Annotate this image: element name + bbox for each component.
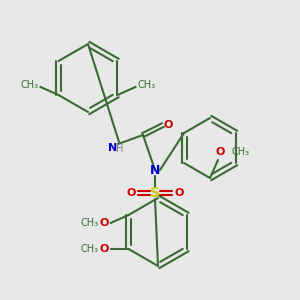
Text: O: O	[99, 244, 109, 254]
Text: O: O	[215, 147, 225, 157]
Text: CH₃: CH₃	[80, 218, 99, 228]
Text: CH₃: CH₃	[80, 244, 99, 254]
Text: CH₃: CH₃	[137, 80, 156, 90]
Text: CH₃: CH₃	[232, 147, 250, 157]
Text: H: H	[116, 144, 124, 154]
Text: CH₃: CH₃	[20, 80, 39, 90]
Text: O: O	[174, 188, 184, 198]
Text: N: N	[150, 164, 160, 176]
Text: O: O	[163, 120, 173, 130]
Text: O: O	[99, 218, 109, 228]
Text: O: O	[126, 188, 136, 198]
Text: N: N	[108, 143, 118, 153]
Text: S: S	[150, 186, 160, 200]
